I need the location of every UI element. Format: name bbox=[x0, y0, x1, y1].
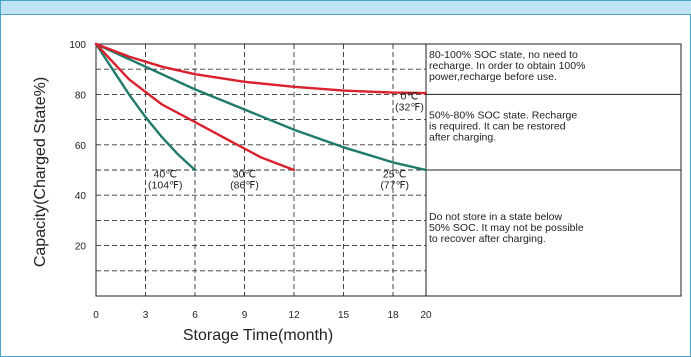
series-label-line: 30℃ bbox=[233, 169, 257, 181]
y-tick-label: 20 bbox=[75, 242, 87, 253]
grid-lines bbox=[96, 44, 426, 296]
series-label-2: 30℃(86℉) bbox=[230, 169, 259, 192]
series-label-line: (32℉) bbox=[395, 101, 424, 113]
annotation-line: is required. It can be restored bbox=[429, 120, 566, 132]
annotation-line: Do not store in a state below bbox=[429, 211, 562, 223]
annotation-line: recharge. In order to obtain 100% bbox=[429, 60, 585, 72]
series-label-1: 40℃(104℉) bbox=[148, 169, 183, 192]
x-tick-label: 18 bbox=[387, 310, 399, 321]
x-tick-label: 0 bbox=[93, 310, 99, 321]
annotation-line: to recover after charging. bbox=[429, 233, 546, 245]
annotation-line: after charging. bbox=[429, 131, 496, 143]
series-line-3 bbox=[94, 42, 428, 172]
y-tick-label: 80 bbox=[75, 90, 87, 101]
series-label-line: (86℉) bbox=[230, 180, 259, 192]
series-label-4: 0℃(32℉) bbox=[395, 90, 424, 113]
series-line-4 bbox=[94, 42, 428, 95]
y-tick-label: 40 bbox=[75, 191, 87, 202]
series-label-3: 25℃(77℉) bbox=[380, 169, 409, 192]
annotation-line: 50%-80% SOC state. Recharge bbox=[429, 109, 577, 121]
series-label-line: 0℃ bbox=[401, 90, 419, 102]
x-tick-label: 20 bbox=[420, 310, 432, 321]
series-label-line: 40℃ bbox=[154, 169, 178, 181]
x-tick-label: 3 bbox=[143, 310, 149, 321]
series-line-2 bbox=[94, 42, 296, 172]
series-line-1 bbox=[94, 42, 197, 172]
series-label-line: 25℃ bbox=[383, 169, 407, 181]
annotation-line: 50% SOC. It may not be possible bbox=[429, 222, 584, 234]
series-label-line: (104℉) bbox=[148, 180, 183, 192]
x-tick-label: 12 bbox=[288, 310, 300, 321]
header-bar bbox=[1, 1, 691, 15]
y-tick-label: 100 bbox=[69, 40, 86, 51]
x-tick-label: 15 bbox=[338, 310, 350, 321]
x-tick-label: 6 bbox=[192, 310, 198, 321]
annotation-line: power,recharge before use. bbox=[429, 71, 557, 83]
x-tick-label: 9 bbox=[242, 310, 248, 321]
x-axis-title: Storage Time(month) bbox=[183, 327, 333, 344]
series-label-line: (77℉) bbox=[380, 180, 409, 192]
annotation-line: 80-100% SOC state, no need to bbox=[429, 49, 578, 61]
y-tick-label: 60 bbox=[75, 141, 87, 152]
y-axis-title: Capacity(Charged State%) bbox=[32, 77, 49, 267]
